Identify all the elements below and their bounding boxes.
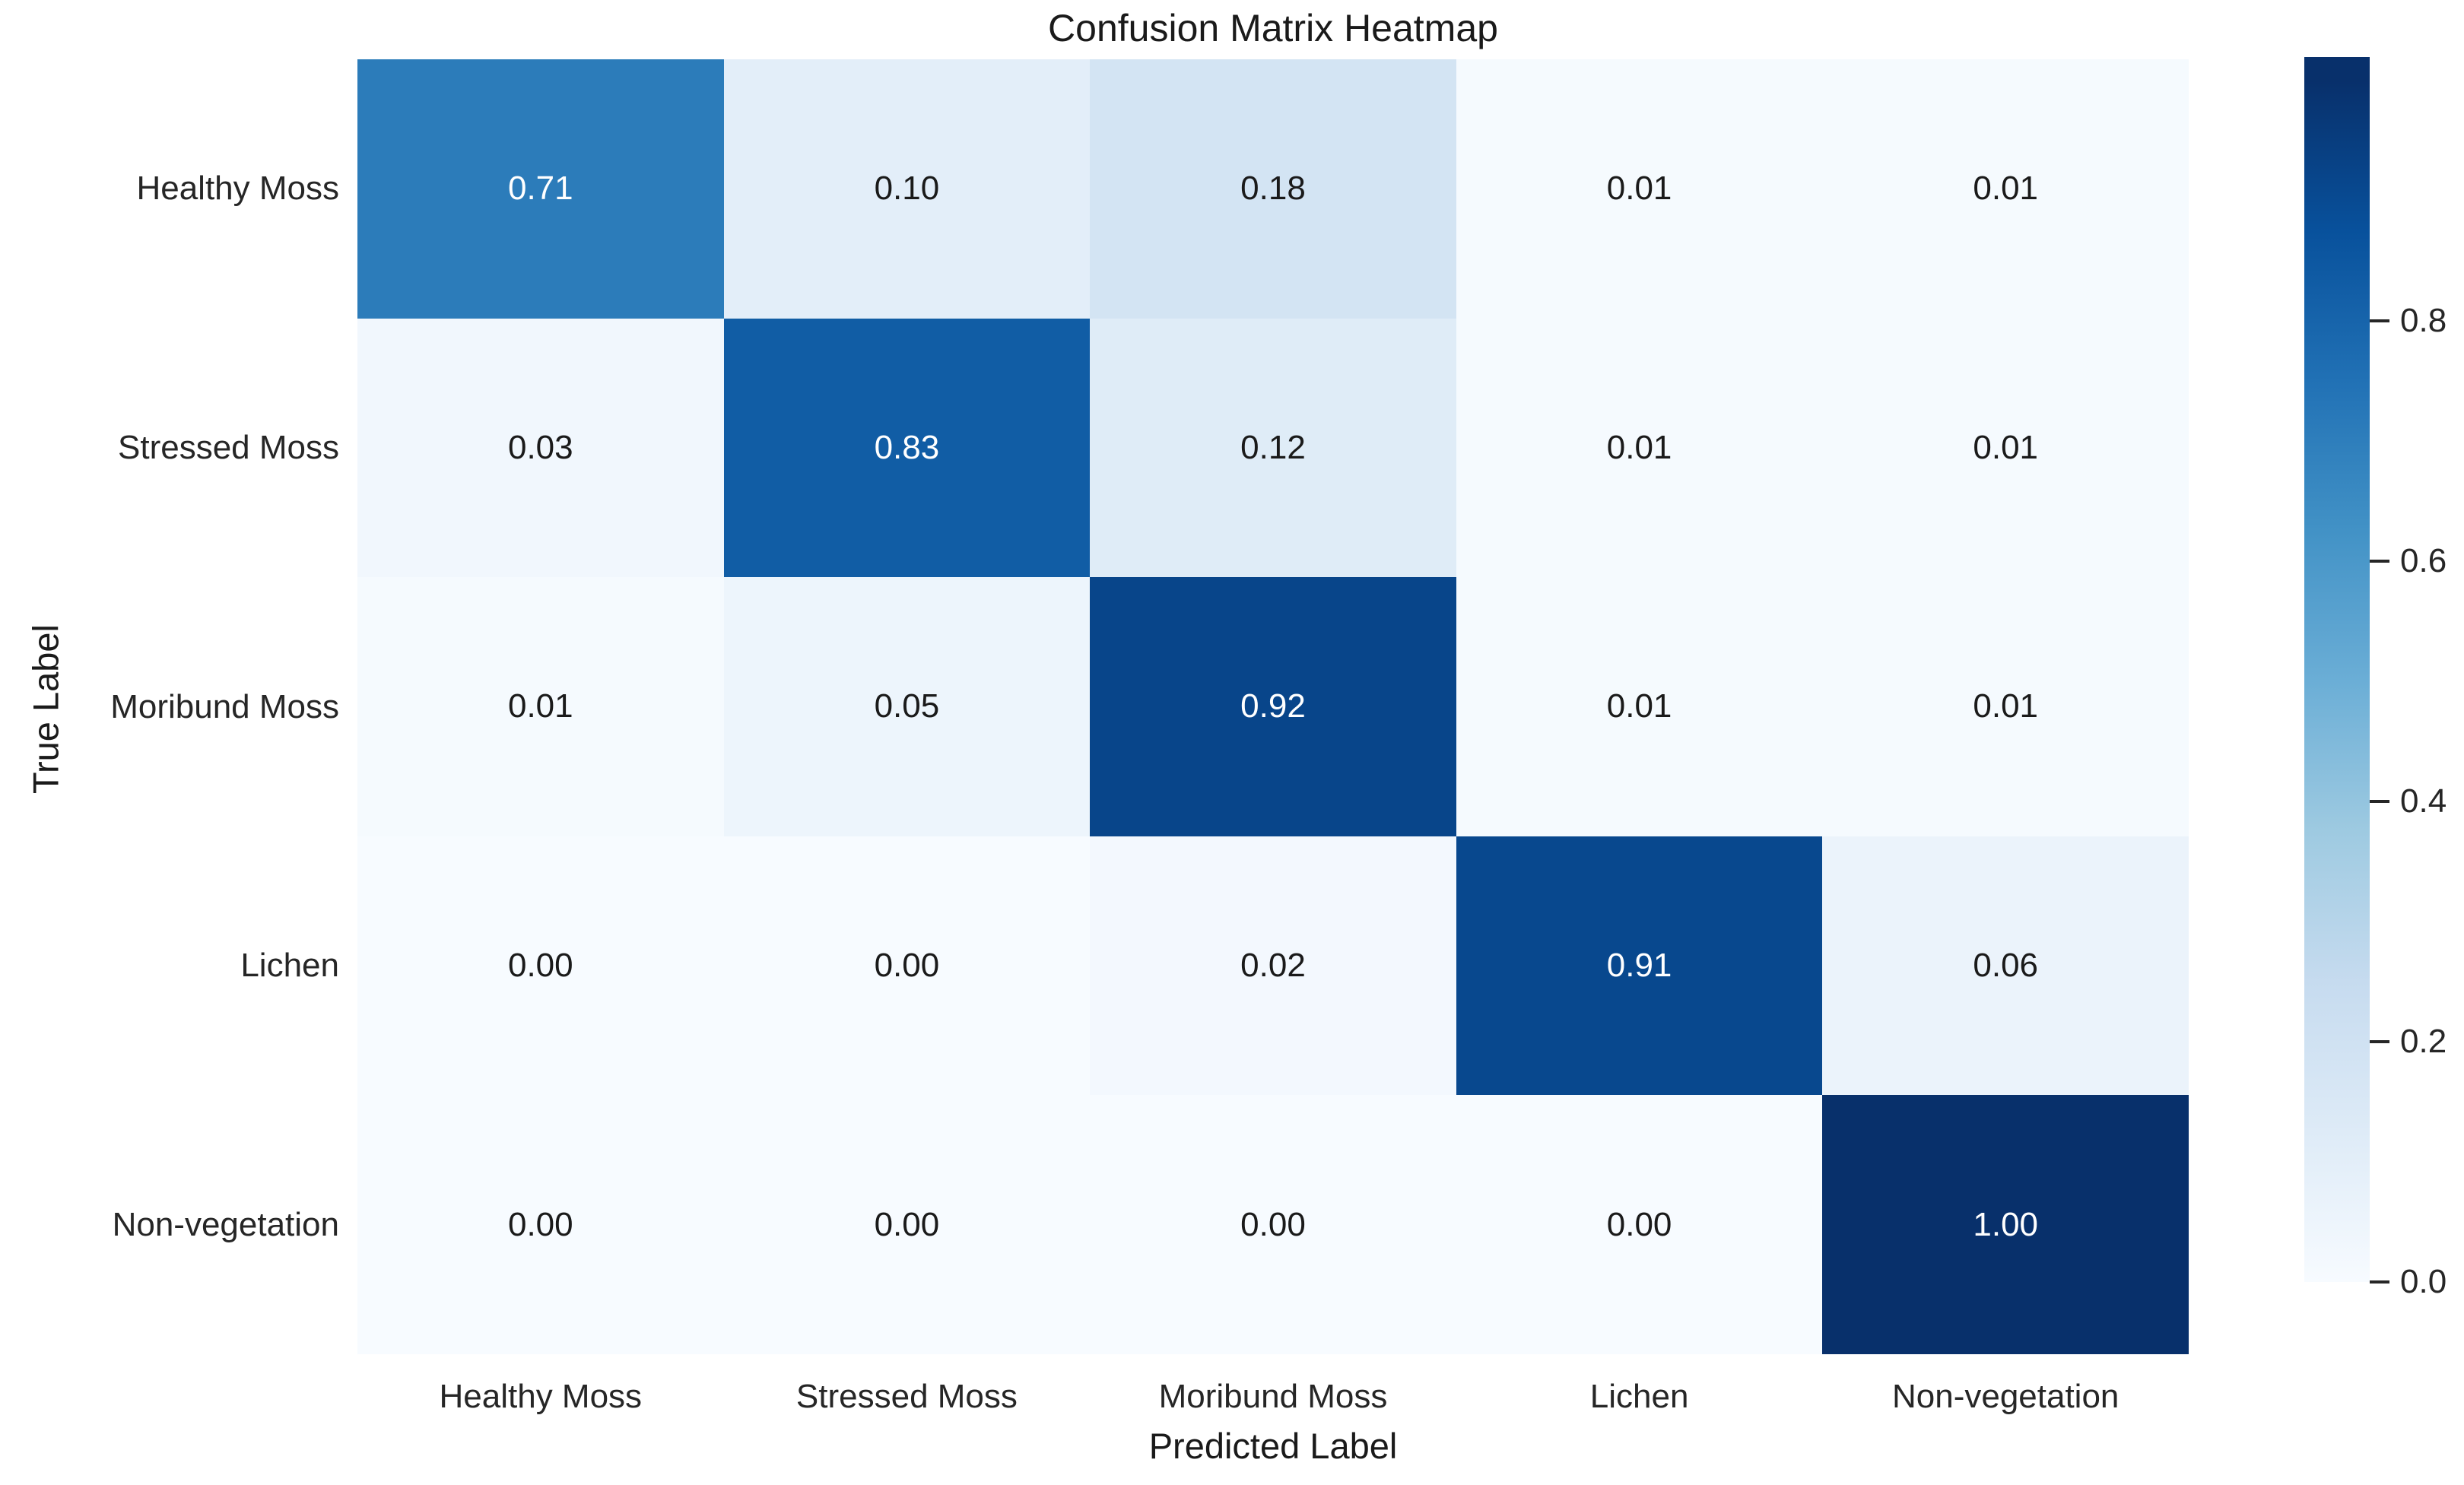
heatmap-cell-r2-c0: 0.01	[357, 577, 724, 836]
cell-value: 0.91	[1606, 947, 1672, 985]
heatmap-cell-r3-c3: 0.91	[1456, 836, 1823, 1096]
colorbar-gradient	[2304, 57, 2370, 1282]
cell-value: 0.01	[1973, 170, 2039, 208]
y-tick-label-0: Healthy Moss	[136, 170, 339, 208]
heatmap-cell-r1-c4: 0.01	[1822, 318, 2189, 578]
x-tick-label-4: Non-vegetation	[1891, 1378, 2119, 1415]
y-tick-label-2: Moribund Moss	[110, 687, 339, 725]
cell-value: 0.00	[874, 1205, 940, 1243]
cell-value: 0.01	[1606, 170, 1672, 208]
colorbar-tick-mark-4	[2370, 319, 2389, 323]
heatmap-cell-r2-c3: 0.01	[1456, 577, 1823, 836]
cell-value: 0.05	[874, 687, 940, 725]
colorbar-tick-label-0: 0.0	[2400, 1263, 2447, 1300]
cell-value: 0.00	[507, 947, 573, 985]
cell-value: 0.01	[1973, 428, 2039, 466]
heatmap-cell-r4-c2: 0.00	[1090, 1095, 1456, 1354]
colorbar-tick-label-3: 0.6	[2400, 542, 2447, 580]
heatmap-cell-r4-c3: 0.00	[1456, 1095, 1823, 1354]
x-tick-label-1: Stressed Moss	[795, 1378, 1018, 1415]
heatmap-cell-r2-c2: 0.92	[1090, 577, 1456, 836]
y-tick-label-3: Lichen	[240, 947, 339, 985]
heatmap-cell-r1-c3: 0.01	[1456, 318, 1823, 578]
cell-value: 0.83	[874, 428, 940, 466]
cell-value: 0.01	[507, 687, 573, 725]
cell-value: 0.01	[1606, 687, 1672, 725]
cell-value: 0.00	[1606, 1205, 1672, 1243]
cell-value: 0.10	[874, 170, 940, 208]
x-tick-label-3: Lichen	[1589, 1378, 1689, 1415]
heatmap-cell-r0-c2: 0.18	[1090, 59, 1456, 319]
chart-title: Confusion Matrix Heatmap	[1048, 7, 1498, 49]
cell-value: 0.01	[1973, 687, 2039, 725]
heatmap-cell-r4-c4: 1.00	[1822, 1095, 2189, 1354]
heatmap-cell-r0-c3: 0.01	[1456, 59, 1823, 319]
y-tick-label-4: Non-vegetation	[112, 1205, 339, 1243]
heatmap-cell-r0-c1: 0.10	[723, 59, 1091, 319]
cell-value: 0.06	[1973, 947, 2039, 985]
colorbar-tick-mark-0	[2370, 1280, 2389, 1284]
cell-value: 0.00	[507, 1205, 573, 1243]
heatmap-cell-r1-c0: 0.03	[357, 318, 724, 578]
cell-value: 0.02	[1240, 947, 1306, 985]
cell-value: 0.03	[507, 428, 573, 466]
heatmap-cell-r2-c4: 0.01	[1822, 577, 2189, 836]
cell-value: 1.00	[1973, 1205, 2039, 1243]
heatmap-cell-r2-c1: 0.05	[723, 577, 1091, 836]
x-tick-label-0: Healthy Moss	[439, 1378, 643, 1415]
heatmap-cell-r0-c4: 0.01	[1822, 59, 2189, 319]
heatmap-cell-r3-c1: 0.00	[723, 836, 1091, 1096]
colorbar-tick-mark-3	[2370, 560, 2389, 563]
cell-value: 0.92	[1240, 687, 1306, 725]
colorbar-tick-label-1: 0.2	[2400, 1023, 2447, 1061]
colorbar-tick-label-2: 0.4	[2400, 782, 2447, 820]
heatmap-cell-r4-c0: 0.00	[357, 1095, 724, 1354]
x-axis-label: Predicted Label	[1148, 1426, 1398, 1466]
heatmap-cell-r4-c1: 0.00	[723, 1095, 1091, 1354]
cell-value: 0.00	[1240, 1205, 1306, 1243]
heatmap-cell-r1-c2: 0.12	[1090, 318, 1456, 578]
heatmap-cell-r3-c4: 0.06	[1822, 836, 2189, 1096]
heatmap-cell-r1-c1: 0.83	[723, 318, 1091, 578]
colorbar-tick-mark-1	[2370, 1040, 2389, 1044]
x-tick-label-2: Moribund Moss	[1158, 1378, 1388, 1415]
cell-value: 0.18	[1240, 170, 1306, 208]
colorbar: 0.0 0.2 0.4 0.6 0.8	[2304, 57, 2447, 1300]
y-tick-label-1: Stressed Moss	[118, 428, 339, 466]
cell-value: 0.00	[874, 947, 940, 985]
cell-value: 0.01	[1606, 428, 1672, 466]
cell-value: 0.12	[1240, 428, 1306, 466]
colorbar-tick-mark-2	[2370, 800, 2389, 804]
heatmap-cell-r0-c0: 0.71	[357, 59, 724, 319]
heatmap-cell-r3-c2: 0.02	[1090, 836, 1456, 1096]
colorbar-tick-label-4: 0.8	[2400, 302, 2447, 340]
cell-value: 0.71	[507, 170, 573, 208]
heatmap-cell-r3-c0: 0.00	[357, 836, 724, 1096]
heatmap-grid: 0.71 0.10 0.18 0.01 0.01 0.03 0.83 0.12 0.01 0.01…	[357, 59, 2189, 1354]
